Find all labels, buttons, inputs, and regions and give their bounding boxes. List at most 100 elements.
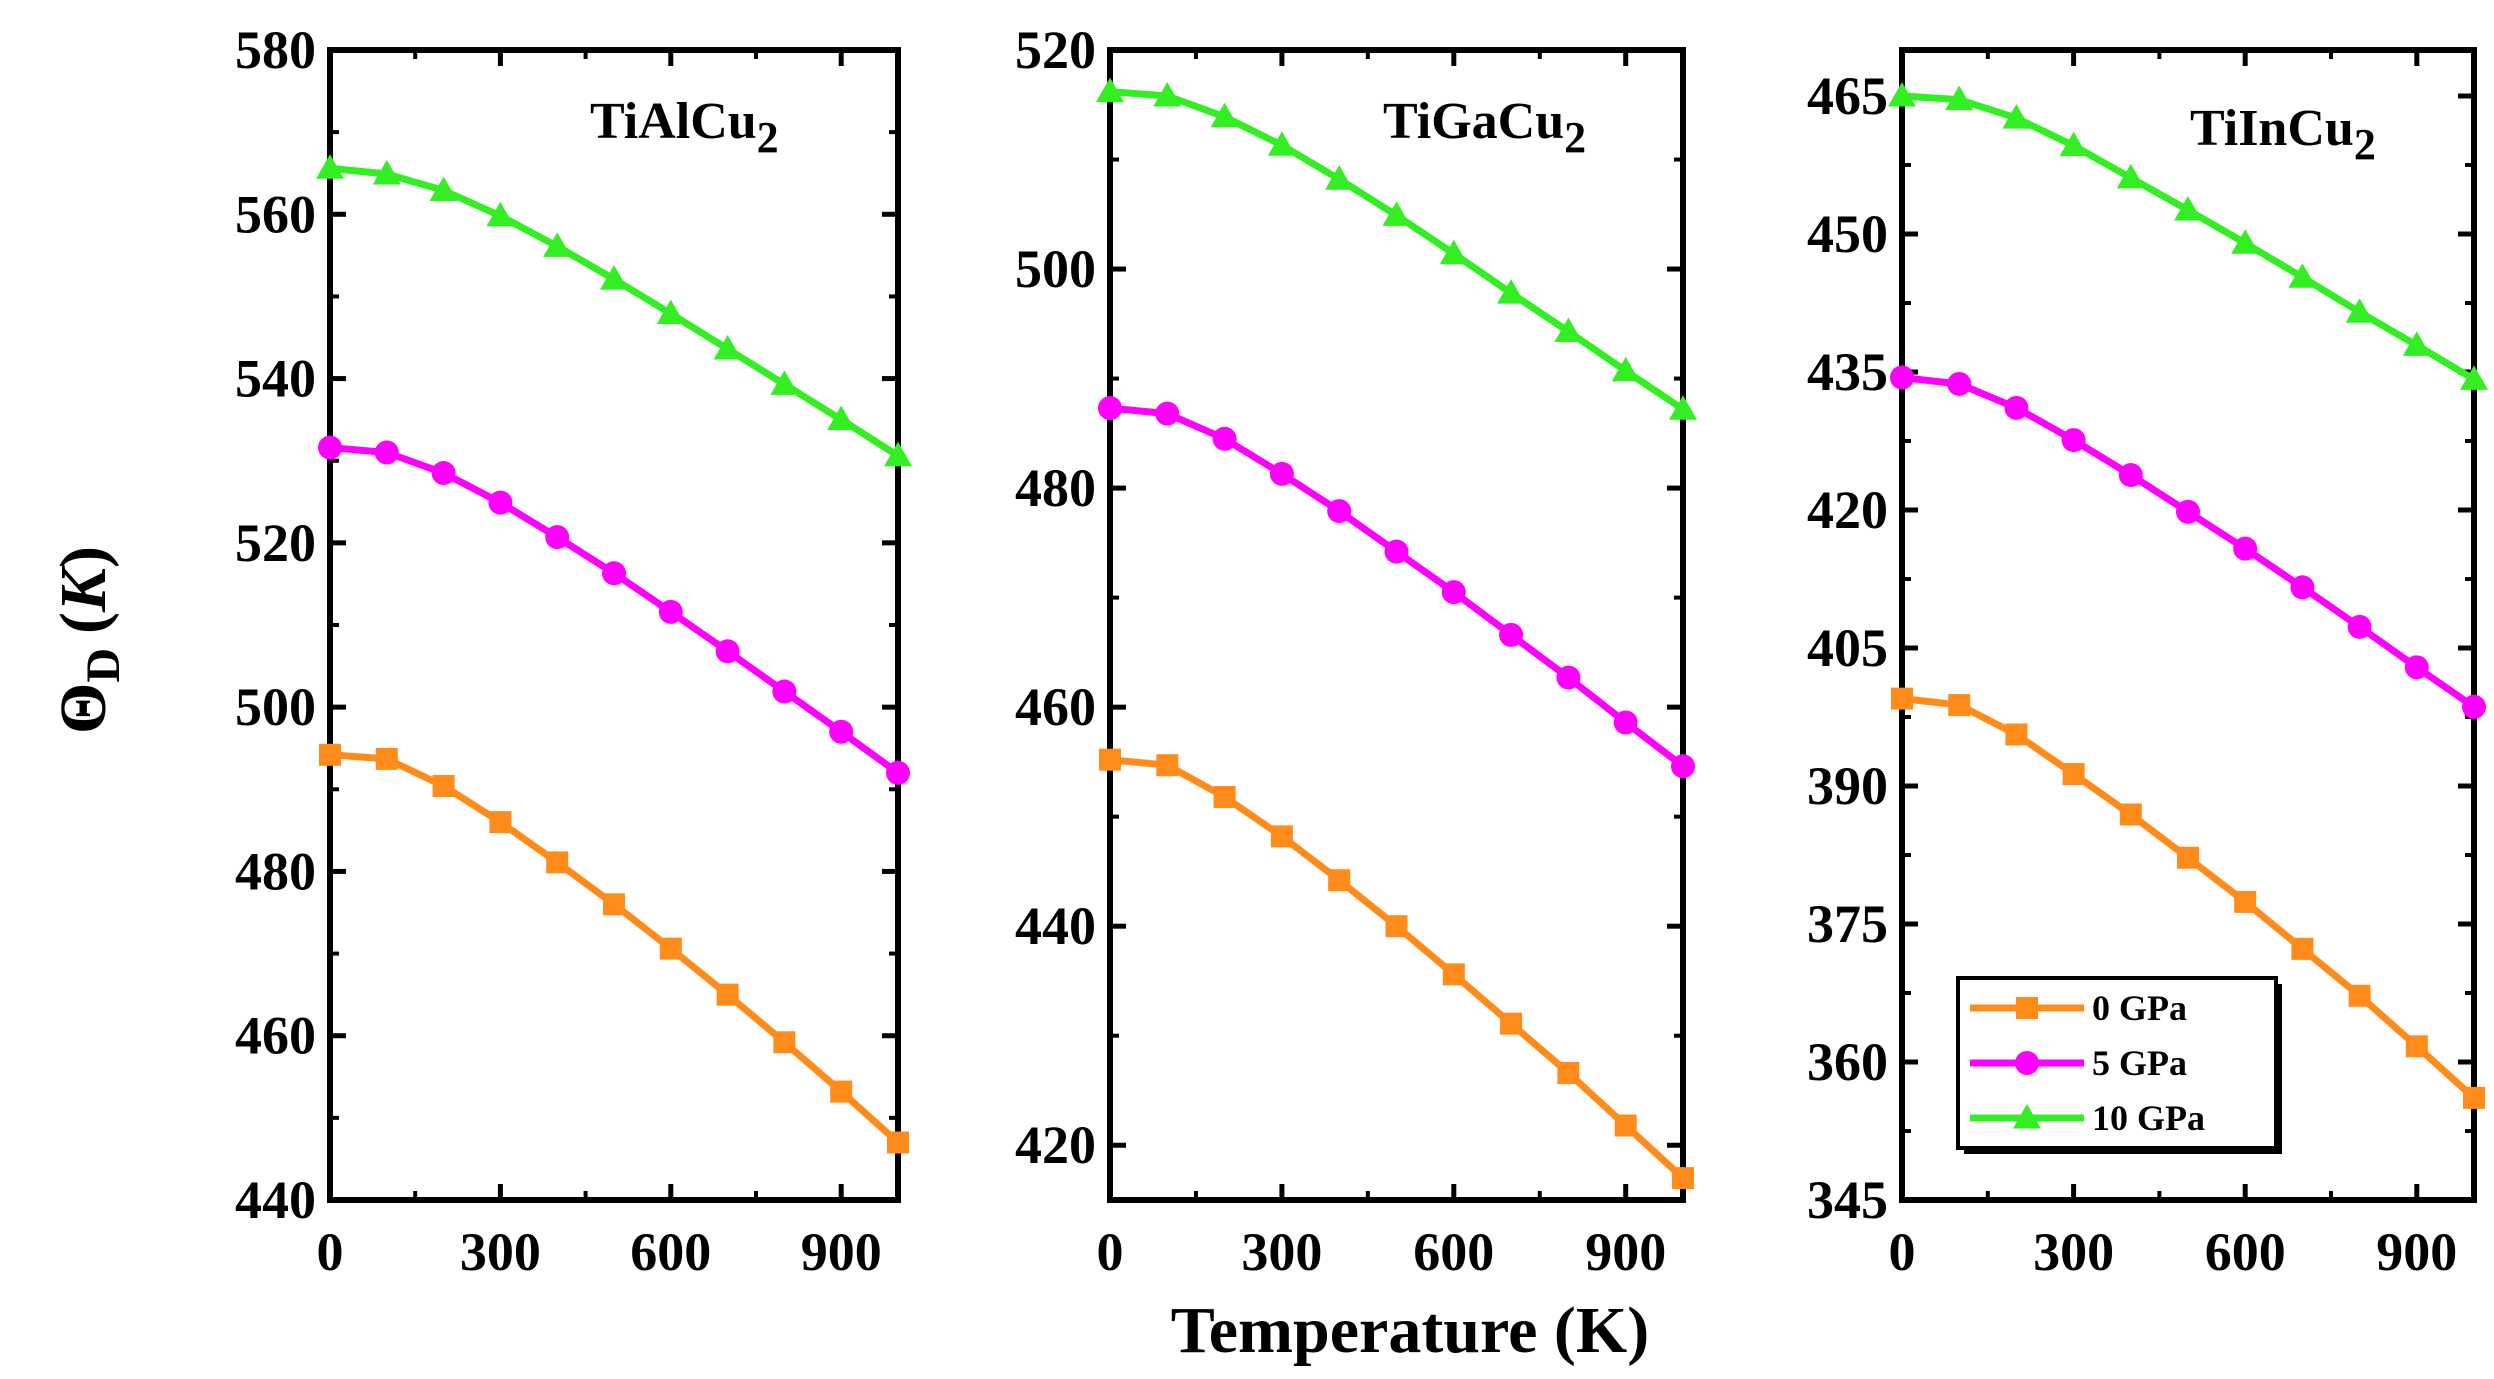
data-point <box>2345 298 2374 323</box>
data-point <box>1385 915 1408 938</box>
series-line <box>1901 92 2476 383</box>
data-point <box>1325 165 1354 190</box>
x-axis-title: Temperature (K) <box>1171 1294 1649 1367</box>
data-point <box>1672 1167 1694 1190</box>
y-tick-label: 500 <box>235 677 316 737</box>
data-point <box>2463 1086 2485 1109</box>
y-tick-label: 520 <box>1015 20 1096 80</box>
data-point <box>2405 1035 2428 1058</box>
data-point <box>1327 499 1352 524</box>
y-tick-label: 540 <box>235 349 316 409</box>
data-point <box>372 160 401 185</box>
panel-title-formula: TiAlCu <box>590 93 757 150</box>
data-point <box>489 811 512 834</box>
series-10-gpa <box>1888 82 2488 390</box>
x-tick-label: 0 <box>317 1222 344 1282</box>
data-point <box>2348 984 2371 1007</box>
data-point <box>1439 239 1468 265</box>
y-tick-label: 345 <box>1807 1170 1888 1230</box>
y-axis-title-paren-open: ( <box>47 612 120 634</box>
panel-title-subscript: 2 <box>2354 120 2376 169</box>
data-point <box>1267 131 1296 156</box>
data-point <box>1948 694 1971 717</box>
y-axis-title-unit: K <box>47 564 120 613</box>
y-axis-title-paren-close: ) <box>47 546 120 568</box>
series-10-gpa <box>1096 77 1697 420</box>
data-point <box>2460 365 2488 390</box>
data-point <box>772 679 797 704</box>
data-point <box>319 743 341 766</box>
series-line <box>1109 404 1686 770</box>
data-point <box>603 893 625 916</box>
data-point <box>1554 317 1583 342</box>
data-point <box>2061 428 2086 453</box>
data-point <box>659 937 682 960</box>
panel-tiincu: 345 360 375 390 405 420 435 450 465 0 300 600 900 TiI… <box>1807 47 2488 1282</box>
y-tick-label: 420 <box>1015 1115 1096 1175</box>
y-axis-title: ΘD (K) <box>47 546 130 734</box>
data-point <box>1096 77 1124 103</box>
legend-marker <box>2013 1104 2041 1129</box>
data-point <box>1497 279 1526 304</box>
data-point <box>715 639 740 664</box>
data-point <box>1557 1061 1580 1084</box>
x-tick-label: 0 <box>1889 1222 1916 1282</box>
data-point <box>770 370 799 395</box>
data-point <box>546 851 569 874</box>
data-point <box>488 490 513 515</box>
data-point <box>2062 763 2085 786</box>
data-point <box>2059 131 2088 157</box>
y-tick-label: 500 <box>1015 239 1096 299</box>
data-point <box>2119 803 2142 826</box>
y-axis-title-subscript: D <box>77 648 130 683</box>
data-point <box>884 441 912 467</box>
series-0-gpa <box>1099 748 1694 1190</box>
data-point <box>2005 723 2028 746</box>
svg-text:ΘD(K): ΘD (K) <box>47 546 130 734</box>
series-5-gpa <box>318 435 910 785</box>
data-point <box>713 335 742 360</box>
data-point <box>658 599 683 624</box>
x-tick-label: 900 <box>801 1222 882 1282</box>
y-tick-label: 390 <box>1807 756 1888 816</box>
data-point <box>1210 102 1239 128</box>
data-point <box>1669 395 1697 420</box>
x-tick-label: 600 <box>2205 1222 2286 1282</box>
y-tick-label: 520 <box>235 513 316 573</box>
y-tick-label: 360 <box>1807 1032 1888 1092</box>
data-point <box>1890 365 1914 390</box>
x-tick-label: 0 <box>1097 1222 1124 1282</box>
data-point <box>2402 331 2431 356</box>
panel-title: TiGaCu2 <box>1383 93 1586 162</box>
data-point <box>1098 396 1122 421</box>
data-point <box>1328 869 1351 892</box>
data-point <box>2231 229 2260 254</box>
series-5-gpa <box>1098 396 1695 779</box>
legend-marker <box>2015 1051 2039 1075</box>
data-point <box>1212 426 1237 451</box>
data-point <box>2004 395 2029 420</box>
data-point <box>887 1131 909 1154</box>
data-point <box>1156 754 1179 777</box>
data-point <box>1611 356 1640 382</box>
x-tick-label: 300 <box>2033 1222 2114 1282</box>
data-point <box>716 983 739 1006</box>
panel-tigacu: 420 440 460 480 500 520 0 300 600 900 TiGaCu2 <box>1015 20 1697 1282</box>
data-point <box>2118 463 2143 488</box>
y-tick-label: 435 <box>1807 342 1888 402</box>
data-point <box>2291 937 2314 960</box>
y-tick-label: 460 <box>1015 677 1096 737</box>
data-point <box>1945 85 1974 111</box>
data-point <box>545 525 570 550</box>
data-point <box>830 1080 853 1103</box>
data-point <box>1500 1012 1523 1035</box>
panel-title-formula: TiInCu <box>2190 100 2354 157</box>
data-point <box>1613 710 1638 735</box>
data-point <box>429 176 458 201</box>
panel-title: TiAlCu2 <box>590 93 779 162</box>
data-point <box>1269 461 1294 486</box>
data-point <box>1891 687 1913 710</box>
data-point <box>602 561 626 586</box>
data-point <box>886 760 910 785</box>
y-axis-title-symbol: Θ <box>47 683 120 734</box>
